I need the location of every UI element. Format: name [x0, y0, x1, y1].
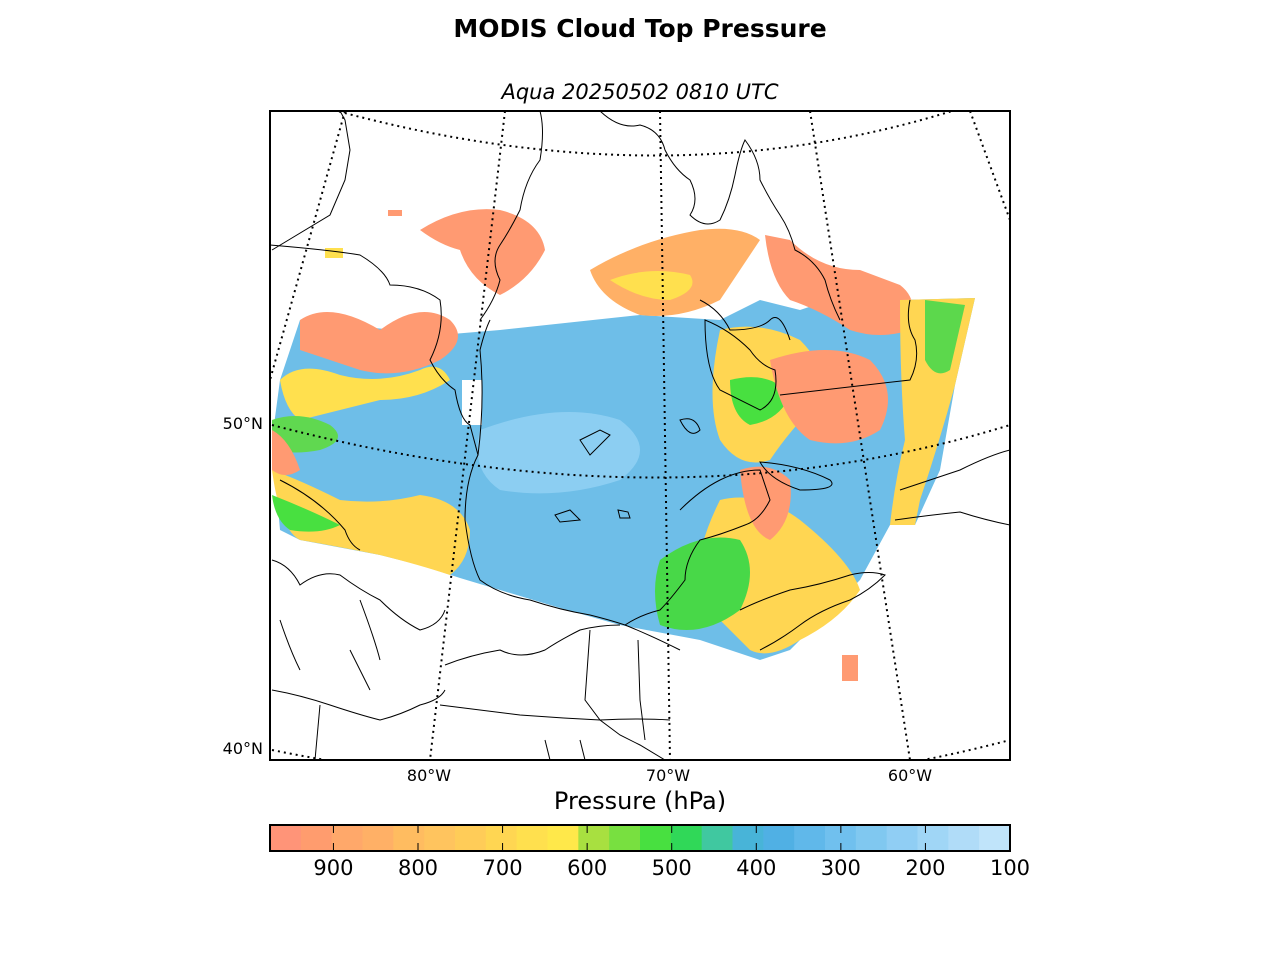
colorbar-segment — [578, 825, 610, 851]
colorbar-segment — [424, 825, 456, 851]
colorbar-segment — [794, 825, 826, 851]
cloud-patch-small-3 — [388, 210, 402, 216]
colorbar-segment — [979, 825, 1011, 851]
colorbar-segment — [393, 825, 425, 851]
colorbar-segment — [270, 825, 302, 851]
colorbar-tick-label: 600 — [567, 856, 608, 880]
colorbar-segment — [855, 825, 888, 851]
colorbar-segment — [670, 825, 703, 851]
colorbar-segment — [732, 825, 764, 851]
swath-southeast-low — [697, 497, 860, 654]
chart-subtitle: Aqua 20250502 0810 UTC — [501, 80, 779, 104]
clear-hole — [462, 380, 482, 425]
colorbar-tick-label: 200 — [905, 856, 946, 880]
map-content — [270, 111, 1010, 760]
colorbar-label: Pressure (hPa) — [553, 787, 727, 815]
colorbar-segment — [886, 825, 918, 851]
swath-low-cloud-north — [300, 312, 458, 374]
swath-mid-cloud-northwest — [280, 366, 450, 420]
colorbar-tick-label: 300 — [820, 856, 861, 880]
lon-label-80w: 80°W — [406, 766, 452, 785]
colorbar — [270, 825, 1011, 851]
colorbar-tick-label: 100 — [989, 856, 1031, 880]
cloud-patch-small-1 — [842, 655, 858, 681]
swath-mid-green-west — [272, 416, 338, 453]
colorbar-segment — [609, 825, 641, 851]
swath-west-orange — [272, 430, 300, 475]
colorbar-segment — [362, 825, 394, 851]
cloud-patch-north-1 — [420, 209, 545, 295]
colorbar-segment — [701, 825, 733, 851]
colorbar-tick-label: 900 — [313, 856, 354, 880]
swath-far-east-green — [925, 300, 965, 374]
map-frame — [269, 110, 1011, 761]
cloud-patch-small-2 — [325, 248, 343, 258]
colorbar-segment — [948, 825, 980, 851]
colorbar-segment — [455, 825, 487, 851]
colorbar-frame — [269, 824, 1011, 852]
swath-far-east-strip — [890, 298, 975, 525]
lon-label-70w: 70°W — [645, 766, 691, 785]
cloud-patch-north-3 — [610, 271, 693, 300]
lat-label-40n: 40°N — [222, 739, 263, 758]
colorbar-tick-label: 500 — [651, 856, 692, 880]
colorbar-segment — [331, 825, 363, 851]
lat-label-50n: 50°N — [222, 414, 263, 433]
colorbar-segment — [485, 825, 518, 851]
cloud-patch-northeast — [765, 235, 914, 335]
colorbar-segment — [547, 825, 579, 851]
colorbar-segment — [300, 825, 333, 851]
swath-high-core — [477, 412, 640, 494]
colorbar-tick-label: 400 — [736, 856, 777, 880]
swath-southwest-green — [272, 495, 340, 532]
swath-southwest-mid — [272, 470, 470, 575]
colorbar-segment — [640, 825, 672, 851]
lon-label-60w: 60°W — [887, 766, 933, 785]
graticule — [270, 111, 1010, 760]
colorbar-segment — [763, 825, 795, 851]
swath-southeast-green — [655, 537, 750, 630]
colorbar-segment — [917, 825, 949, 851]
colorbar-tick-label: 800 — [397, 856, 439, 880]
chart-title: MODIS Cloud Top Pressure — [453, 14, 827, 43]
colorbar-tick-label: 700 — [482, 856, 523, 880]
coastlines — [270, 111, 1010, 651]
colorbar-segment — [516, 825, 548, 851]
political-borders — [271, 319, 671, 760]
